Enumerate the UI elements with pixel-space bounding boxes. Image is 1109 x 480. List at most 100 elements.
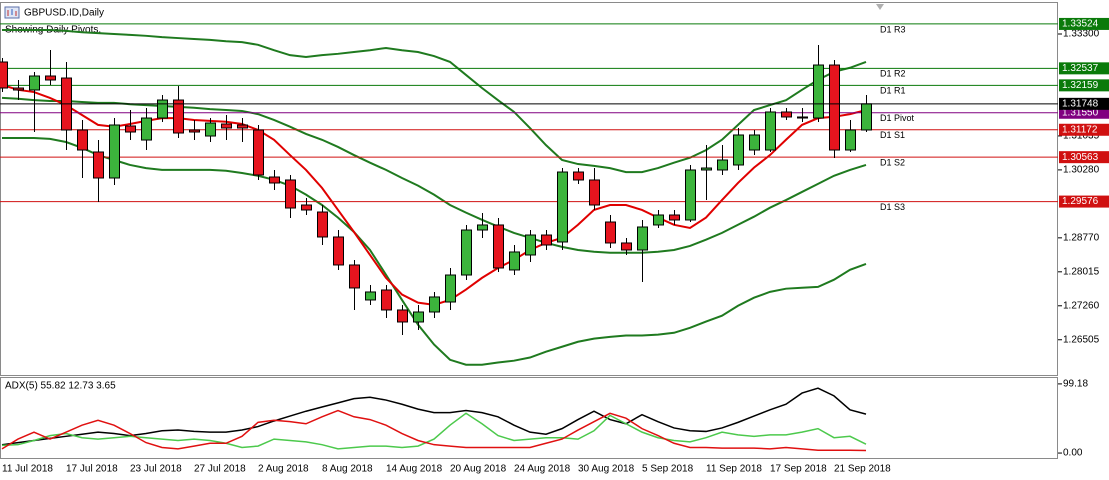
x-tick-label: 11 Sep 2018 (706, 464, 762, 475)
pivot-name: D1 R3 (880, 24, 906, 34)
candle-body (845, 129, 856, 151)
x-tick-label: 27 Jul 2018 (194, 464, 246, 475)
candle-body (829, 64, 840, 151)
candle-body (45, 75, 56, 81)
y-tick-label: 1.28015 (1063, 266, 1100, 277)
candle-body (669, 214, 680, 221)
candle-body (685, 169, 696, 221)
candle-body (301, 204, 312, 211)
y-tick-label: 99.18 (1063, 379, 1088, 390)
x-tick-label: 20 Aug 2018 (450, 464, 507, 475)
pivot-name: D1 S1 (880, 130, 905, 140)
indicator-line (2, 136, 867, 366)
candle-body (813, 64, 824, 119)
pivot-name: D1 R1 (880, 86, 906, 96)
candle-body (205, 122, 216, 137)
shift-marker (876, 4, 884, 10)
candle-body (733, 134, 744, 166)
price-box (1059, 97, 1109, 110)
candle-body (557, 171, 568, 243)
x-tick-label: 2 Aug 2018 (258, 464, 309, 475)
candle-body (461, 229, 472, 276)
candle-body (509, 251, 520, 271)
price-box-label: 1.32537 (1062, 63, 1099, 74)
candle-body (397, 309, 408, 323)
candle-body (637, 226, 648, 251)
pivot-name: D1 S3 (880, 202, 905, 212)
price-box-label: 1.31550 (1062, 107, 1099, 118)
x-tick-label: 21 Sep 2018 (834, 464, 891, 475)
pivot-name: D1 S2 (880, 158, 905, 168)
symbol-icon (4, 6, 20, 19)
candle-body (253, 129, 264, 176)
indicator-line (1, 412, 867, 450)
x-tick-label: 14 Aug 2018 (386, 464, 443, 475)
candle-body (781, 111, 792, 118)
indicator-line (2, 28, 867, 174)
candle-body (333, 236, 344, 266)
main-panel (0, 2, 1058, 376)
candle-body (125, 125, 136, 133)
panel-title: ADX(5) 55.82 12.73 3.65 (5, 381, 116, 392)
y-tick-label: 1.28770 (1063, 232, 1100, 243)
candle-body (701, 167, 712, 171)
y-tick-label: 1.31035 (1063, 131, 1100, 142)
candle-body (589, 179, 600, 206)
candle-body (349, 264, 360, 289)
x-tick-label: 30 Aug 2018 (578, 464, 635, 475)
price-box (1059, 79, 1109, 92)
candle-body (173, 99, 184, 134)
x-tick-label: 11 Jul 2018 (2, 464, 53, 475)
candle-body (413, 311, 424, 323)
candle-body (861, 103, 872, 131)
y-tick-label: 1.27260 (1063, 300, 1100, 311)
candle-body (573, 171, 584, 181)
candle-body (13, 87, 24, 91)
price-box-label: 1.29576 (1062, 196, 1099, 207)
adx-panel (0, 377, 1058, 459)
candle-body (237, 124, 248, 129)
candle-body (605, 221, 616, 244)
candle-body (525, 234, 536, 256)
y-tick-label: 1.26505 (1063, 334, 1100, 345)
price-box-label: 1.30563 (1062, 152, 1099, 163)
x-tick-label: 17 Jul 2018 (66, 464, 118, 475)
indicator-line (1, 409, 867, 452)
x-tick-label: 8 Aug 2018 (322, 464, 373, 475)
candle-body (445, 274, 456, 303)
y-tick-label: 1.30280 (1063, 165, 1100, 176)
candle-body (429, 296, 440, 313)
candle-body (365, 291, 376, 301)
candle-body (29, 75, 40, 91)
candle-body (157, 99, 168, 119)
candle-body (141, 117, 152, 141)
candle-body (109, 124, 120, 179)
price-box-label: 1.32159 (1062, 80, 1099, 91)
candle-body (77, 129, 88, 151)
candle-body (493, 224, 504, 269)
candle-body (653, 214, 664, 226)
candle-body (477, 224, 488, 231)
candle-body (541, 234, 552, 246)
pivot-name: D1 Pivot (880, 113, 915, 123)
candle-body (621, 242, 632, 251)
price-box-label: 1.31172 (1062, 124, 1098, 135)
price-box (1059, 17, 1109, 30)
candle-body (189, 129, 200, 133)
x-tick-label: 23 Jul 2018 (130, 464, 182, 475)
price-box (1059, 151, 1109, 164)
pivot-name: D1 R2 (880, 69, 906, 79)
main-plot: D1 R3 D1 R2 D1 R1 D1 Pivot D1 S1 D1 S2 D1 S3 (0, 23, 1058, 366)
x-tick-label: 24 Aug 2018 (514, 464, 571, 475)
price-box-label: 1.31748 (1062, 98, 1099, 109)
candle-body (93, 151, 104, 179)
candle-body (0, 61, 8, 89)
candle-body (765, 111, 776, 151)
adx-plot (1, 387, 867, 452)
price-box (1059, 195, 1109, 208)
candle-body (717, 159, 728, 171)
axes: 1.33300 1.31035 1.30280 1.28770 1.28015 1.272… (2, 17, 1109, 475)
candle-body (269, 176, 280, 184)
indicator-line (1, 96, 867, 254)
